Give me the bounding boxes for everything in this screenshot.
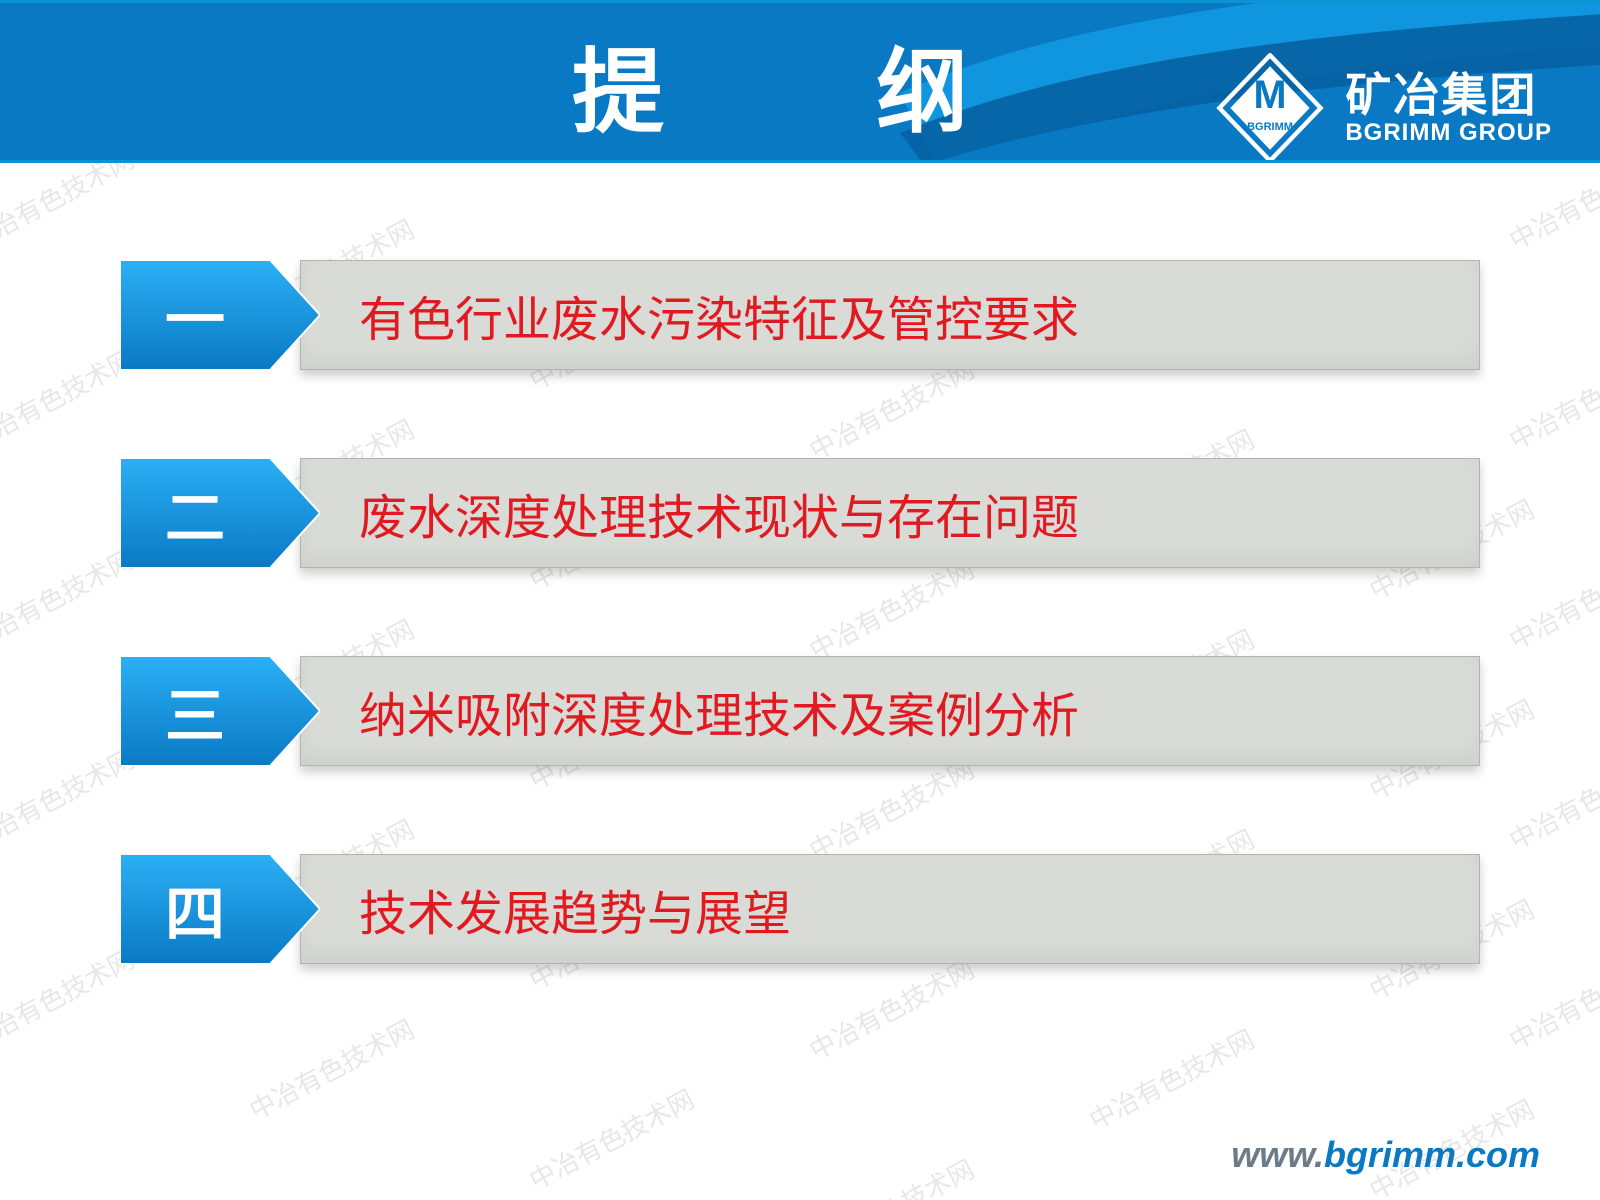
company-logo-icon: M BGRIMM [1215,53,1325,160]
outline-item-number: 四 [120,854,320,964]
outline-item-number: 二 [120,458,320,568]
header-underline [0,160,1600,163]
outline-item-num-text: 二 [120,458,270,568]
watermark-text: 中冶有色技术网 [522,1079,700,1197]
watermark-text: 中冶有色技术网 [1502,739,1600,857]
watermark-text: 中冶有色技术网 [1502,539,1600,657]
company-block: M BGRIMM 矿冶集团 BGRIMM GROUP [1215,53,1552,160]
outline-item-label: 技术发展趋势与展望 [300,854,1480,964]
company-name-en: BGRIMM GROUP [1345,120,1552,146]
watermark-text: 中冶有色技术网 [242,1009,420,1127]
footer-url-prefix: www. [1231,1134,1324,1175]
watermark-text: 中冶有色技术网 [1502,339,1600,457]
footer-url: www.bgrimm.com [1231,1134,1540,1176]
company-name-cn: 矿冶集团 [1345,70,1552,121]
svg-text:BGRIMM: BGRIMM [1247,121,1293,133]
outline-item: 纳米吸附深度处理技术及案例分析 三 [120,656,1480,766]
outline-item: 技术发展趋势与展望 四 [120,854,1480,964]
outline-item-number: 三 [120,656,320,766]
outline-item: 废水深度处理技术现状与存在问题 二 [120,458,1480,568]
outline-item-label: 纳米吸附深度处理技术及案例分析 [300,656,1480,766]
outline-item-number: 一 [120,260,320,370]
outline-item-label: 废水深度处理技术现状与存在问题 [300,458,1480,568]
watermark-text: 中冶有色技术网 [1082,1019,1260,1137]
watermark-text: 中冶有色技术网 [802,1149,980,1200]
footer-url-main: bgrimm.com [1324,1134,1540,1175]
svg-text:M: M [1254,73,1287,117]
company-names: 矿冶集团 BGRIMM GROUP [1345,70,1552,147]
watermark-text: 中冶有色技术网 [1502,939,1600,1057]
slide: 中冶有色技术网中冶有色技术网中冶有色技术网中冶有色技术网中冶有色技术网中冶有色技… [0,0,1600,1200]
outline-list: 有色行业废水污染特征及管控要求 一 废水深度处理技术现状与存在问题 [120,260,1480,964]
outline-item-num-text: 三 [120,656,270,766]
outline-item: 有色行业废水污染特征及管控要求 一 [120,260,1480,370]
outline-item-num-text: 四 [120,854,270,964]
outline-item-label: 有色行业废水污染特征及管控要求 [300,260,1480,370]
watermark-text: 中冶有色技术网 [802,949,980,1067]
slide-header: 提 纲 M BGRIMM 矿冶集团 BGRIMM GROUP [0,0,1600,160]
outline-item-num-text: 一 [120,260,270,370]
